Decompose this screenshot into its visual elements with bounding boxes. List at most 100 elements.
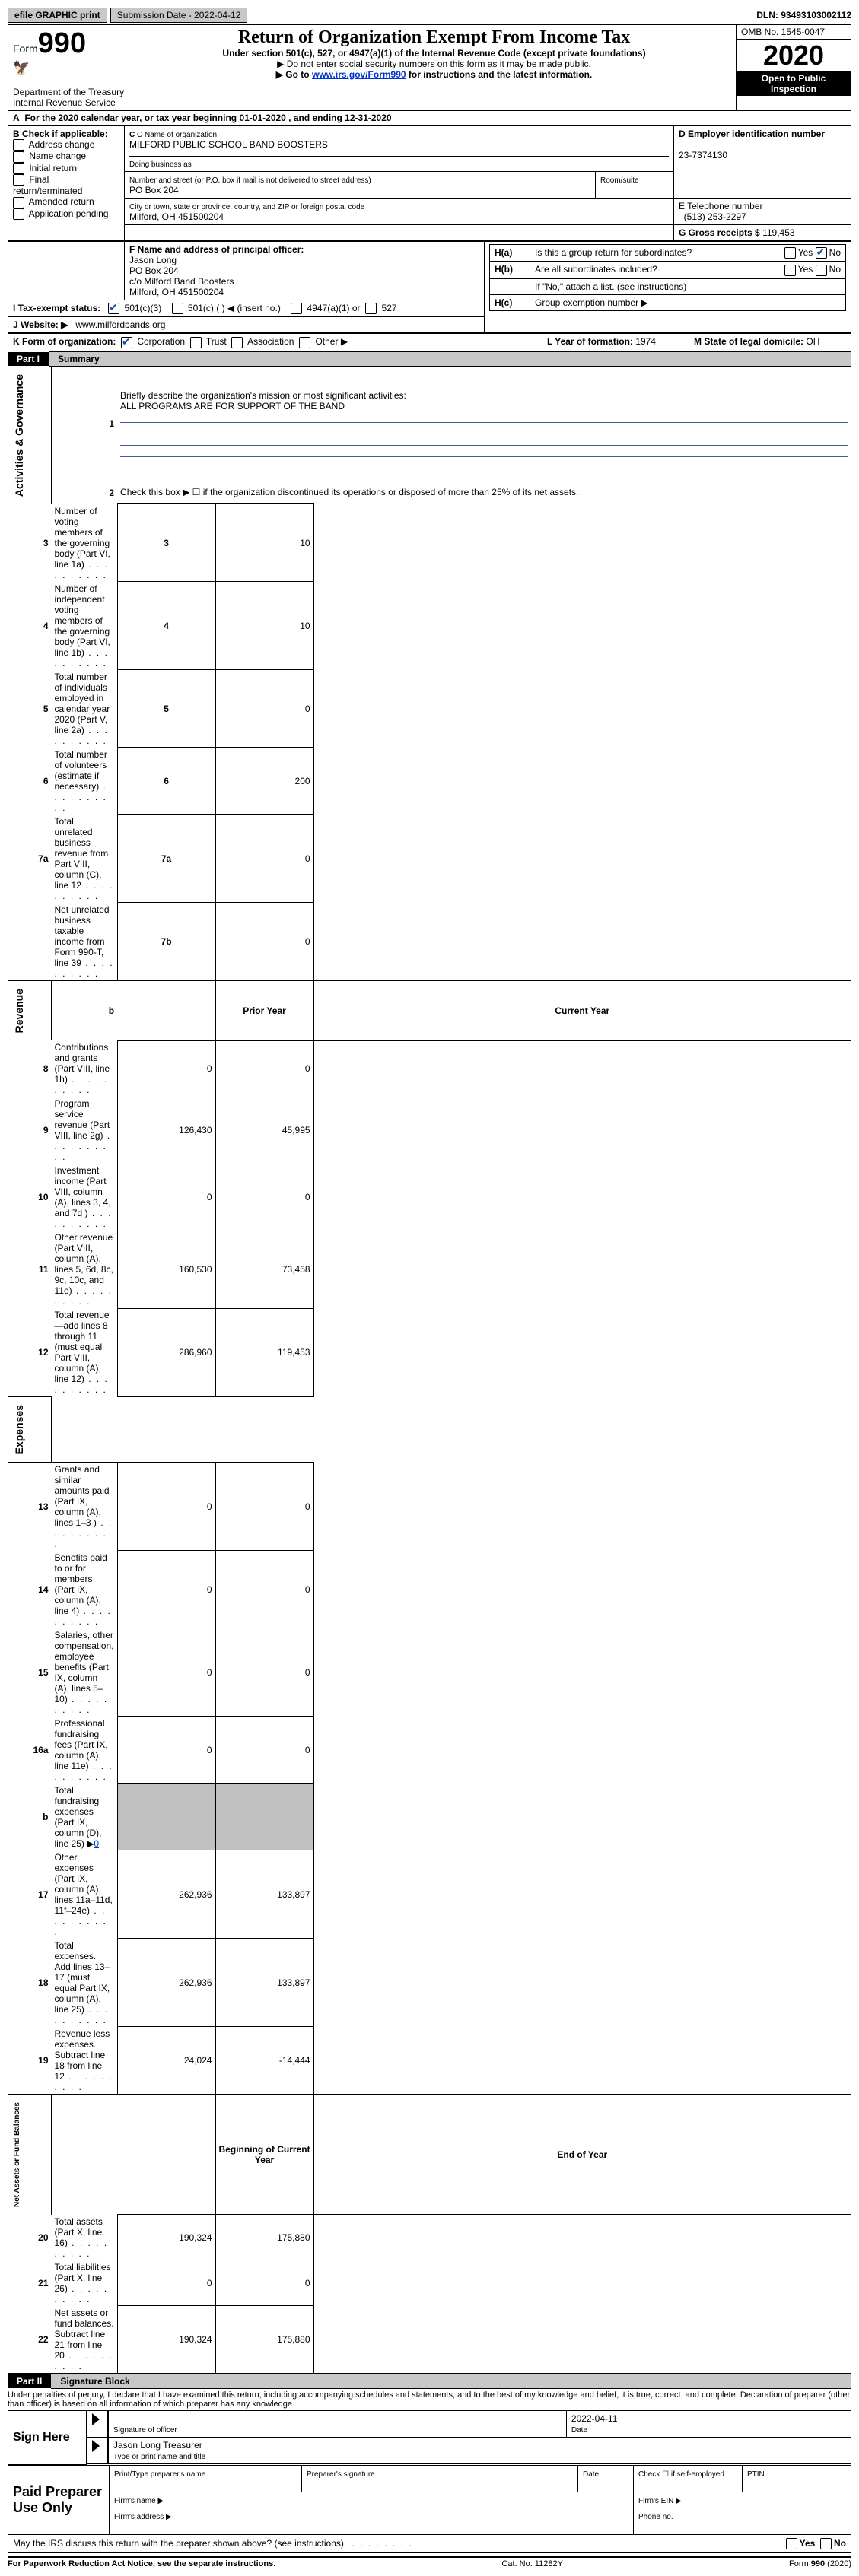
opt-501c: 501(c) ( ) ◀ (insert no.) — [188, 303, 281, 313]
discuss-text: May the IRS discuss this return with the… — [13, 2538, 344, 2549]
hb-no-checkbox[interactable] — [816, 265, 827, 276]
line-a-period: A For the 2020 calendar year, or tax yea… — [8, 111, 851, 125]
table-row: 16aProfessional fundraising fees (Part I… — [8, 1717, 851, 1784]
ha-no-checkbox[interactable] — [816, 247, 827, 259]
line-l-label: L Year of formation: — [547, 336, 633, 347]
exp-section-label: Expenses — [11, 1399, 27, 1460]
fundraising-link[interactable]: 0 — [94, 1838, 99, 1849]
part1-label: Part I — [8, 352, 49, 366]
form-title: Return of Organization Exempt From Incom… — [137, 27, 731, 48]
4947-checkbox[interactable] — [291, 303, 302, 314]
no-label-2: No — [829, 264, 841, 275]
yes-label-2: Yes — [798, 264, 813, 275]
table-row: 21Total liabilities (Part X, line 26)00 — [8, 2260, 851, 2306]
submission-date: Submission Date - 2022-04-12 — [110, 8, 248, 23]
box-c-name-label: C Name of organization — [137, 131, 217, 139]
sig-officer-label: Signature of officer — [113, 2426, 177, 2435]
table-row: 22Net assets or fund balances. Subtract … — [8, 2306, 851, 2374]
header-table: Form990 🦅 Department of the Treasury Int… — [8, 24, 851, 111]
part2-header: Part II Signature Block — [8, 2374, 851, 2389]
dept-label: Department of the Treasury — [13, 87, 124, 97]
discuss-yes-checkbox[interactable] — [786, 2538, 797, 2549]
irs-logo-icon: 🦅 — [13, 60, 30, 75]
discuss-yes: Yes — [800, 2538, 816, 2549]
table-row: Net unrelated business taxable income fr… — [8, 903, 851, 981]
note-ssn: ▶ Do not enter social security numbers o… — [137, 59, 731, 69]
dba-label: Doing business as — [129, 160, 192, 169]
table-row: 14Benefits paid to or for members (Part … — [8, 1551, 851, 1628]
sign-here-label: Sign Here — [8, 2410, 87, 2464]
527-checkbox[interactable] — [365, 303, 377, 314]
table-row: 4Number of independent voting members of… — [8, 582, 851, 670]
officer-name: Jason Long — [129, 255, 177, 265]
q2-num: 2 — [109, 488, 114, 498]
line-k-label: K Form of organization: — [13, 336, 116, 347]
trust-checkbox[interactable] — [190, 337, 202, 348]
boxb-checkbox[interactable] — [13, 208, 24, 220]
501c3-checkbox[interactable] — [108, 303, 119, 314]
box-b-label: B Check if applicable: — [13, 129, 108, 139]
hb-yes-checkbox[interactable] — [784, 265, 796, 276]
signature-table: Sign Here Signature of officer 2022-04-1… — [8, 2410, 851, 2465]
ha-label: H(a) — [495, 247, 512, 258]
part2-label: Part II — [8, 2374, 51, 2388]
current-year-header: Current Year — [313, 980, 851, 1040]
phone-value: (513) 253-2297 — [684, 211, 746, 222]
instructions-link[interactable]: www.irs.gov/Form990 — [312, 69, 406, 80]
assoc-checkbox[interactable] — [231, 337, 243, 348]
top-bar: efile GRAPHIC print Submission Date - 20… — [8, 8, 851, 23]
opt-4947: 4947(a)(1) or — [307, 303, 361, 313]
klm-table: K Form of organization: Corporation Trus… — [8, 333, 851, 351]
sig-date-label: Date — [571, 2426, 587, 2435]
boxb-checkbox[interactable] — [13, 139, 24, 151]
table-row: 20Total assets (Part X, line 16)190,3241… — [8, 2215, 851, 2260]
check-self-label: Check ☐ if self-employed — [638, 2470, 724, 2479]
ptin-label: PTIN — [747, 2470, 765, 2479]
officer-addr3: Milford, OH 451500204 — [129, 287, 224, 297]
part1-title: Summary — [49, 351, 851, 367]
boxb-checkbox[interactable] — [13, 197, 24, 208]
hb-note: If "No," attach a list. (see instruction… — [530, 278, 846, 294]
cat-no: Cat. No. 11282Y — [501, 2559, 563, 2568]
preparer-table: Paid Preparer Use Only Print/Type prepar… — [8, 2465, 851, 2535]
table-row: 17Other expenses (Part IX, column (A), l… — [8, 1850, 851, 1939]
table-row: 10Investment income (Part VIII, column (… — [8, 1164, 851, 1231]
q1-text: Briefly describe the organization's miss… — [120, 390, 406, 401]
city-value: Milford, OH 451500204 — [129, 211, 224, 222]
open-public-label: Open to Public Inspection — [737, 71, 851, 96]
boxb-checkbox[interactable] — [13, 151, 24, 163]
corp-checkbox[interactable] — [121, 337, 132, 348]
type-name-label: Type or print name and title — [113, 2453, 205, 2461]
table-row: 18Total expenses. Add lines 13–17 (must … — [8, 1939, 851, 2027]
paperwork-notice: For Paperwork Reduction Act Notice, see … — [8, 2559, 275, 2568]
boxb-checkbox[interactable] — [13, 174, 24, 186]
501c-checkbox[interactable] — [172, 303, 183, 314]
note-goto-prefix: ▶ Go to — [276, 69, 312, 80]
gross-receipts: 119,453 — [762, 227, 795, 238]
ha-yes-checkbox[interactable] — [784, 247, 796, 259]
tax-year: 2020 — [737, 40, 851, 71]
website-value: www.milfordbands.org — [75, 319, 165, 330]
dln-label: DLN: 93493103002112 — [756, 10, 851, 21]
irs-label: Internal Revenue Service — [13, 97, 116, 108]
prep-date-label: Date — [583, 2470, 599, 2479]
line-i-label: I Tax-exempt status: — [13, 303, 100, 313]
q2-text: Check this box ▶ ☐ if the organization d… — [117, 481, 851, 503]
officer-status-table: F Name and address of principal officer:… — [8, 241, 851, 333]
room-label: Room/suite — [600, 176, 639, 185]
addr-label: Number and street (or P.O. box if mail i… — [129, 176, 371, 185]
q1-value: ALL PROGRAMS ARE FOR SUPPORT OF THE BAND — [120, 401, 345, 411]
other-checkbox[interactable] — [299, 337, 310, 348]
opt-trust: Trust — [206, 336, 227, 347]
boxb-checkbox[interactable] — [13, 163, 24, 174]
boxb-item: Name change — [13, 151, 119, 162]
net-section-label: Net Assets or Fund Balances — [11, 2096, 23, 2213]
efile-print-button[interactable]: efile GRAPHIC print — [8, 8, 107, 23]
box-f-label: F Name and address of principal officer: — [129, 244, 304, 255]
prep-sig-label: Preparer's signature — [307, 2470, 375, 2479]
prior-year-header: Prior Year — [215, 980, 313, 1040]
table-row: 13Grants and similar amounts paid (Part … — [8, 1462, 851, 1551]
discuss-no-checkbox[interactable] — [820, 2538, 832, 2549]
period-text: For the 2020 calendar year, or tax year … — [24, 113, 391, 123]
addr-value: PO Box 204 — [129, 185, 179, 195]
